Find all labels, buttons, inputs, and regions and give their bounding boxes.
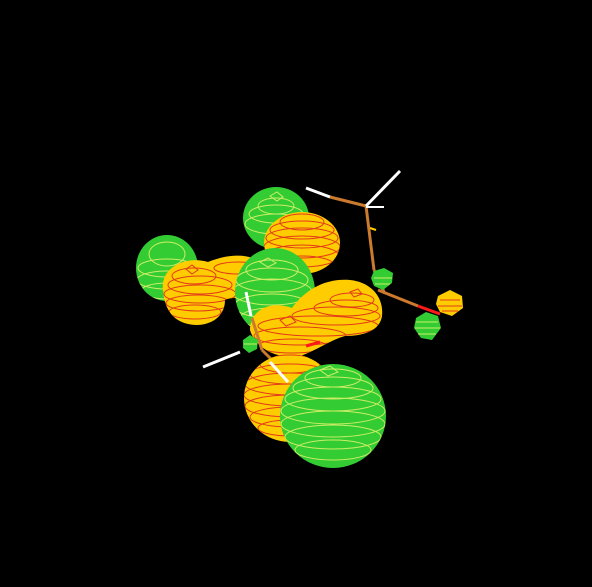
bond-c-o (417, 304, 441, 316)
small-orbital-lobes (243, 268, 463, 353)
bond-c-h (369, 227, 377, 231)
bond-c-c (250, 317, 264, 351)
bond-c-o (305, 340, 321, 348)
orbital-lobe-positive (280, 364, 386, 468)
bond-c-c (329, 195, 367, 208)
small-lobe-positive (243, 335, 258, 353)
bond-c-c (364, 205, 376, 271)
bond-c-c (377, 288, 419, 308)
bond-c-h (305, 186, 331, 199)
bond-c-h (202, 350, 241, 369)
small-lobe-negative (436, 290, 463, 316)
small-lobe-positive (371, 268, 393, 290)
bond-c-h (268, 360, 290, 384)
small-lobe-positive (414, 312, 441, 340)
bond-c-h (364, 169, 402, 208)
bond-c-h (244, 291, 253, 317)
